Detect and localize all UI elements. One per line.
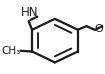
Text: CH₃: CH₃ — [1, 46, 20, 56]
Text: O: O — [95, 24, 104, 34]
Text: HN: HN — [21, 6, 38, 19]
